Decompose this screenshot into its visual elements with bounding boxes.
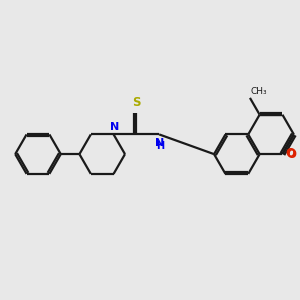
Text: CH₃: CH₃ [250,87,267,96]
Text: H: H [156,141,164,151]
Text: N: N [155,138,164,148]
Text: O: O [286,148,297,160]
Text: S: S [132,96,141,109]
Text: O: O [286,147,296,160]
Text: N: N [110,122,119,132]
